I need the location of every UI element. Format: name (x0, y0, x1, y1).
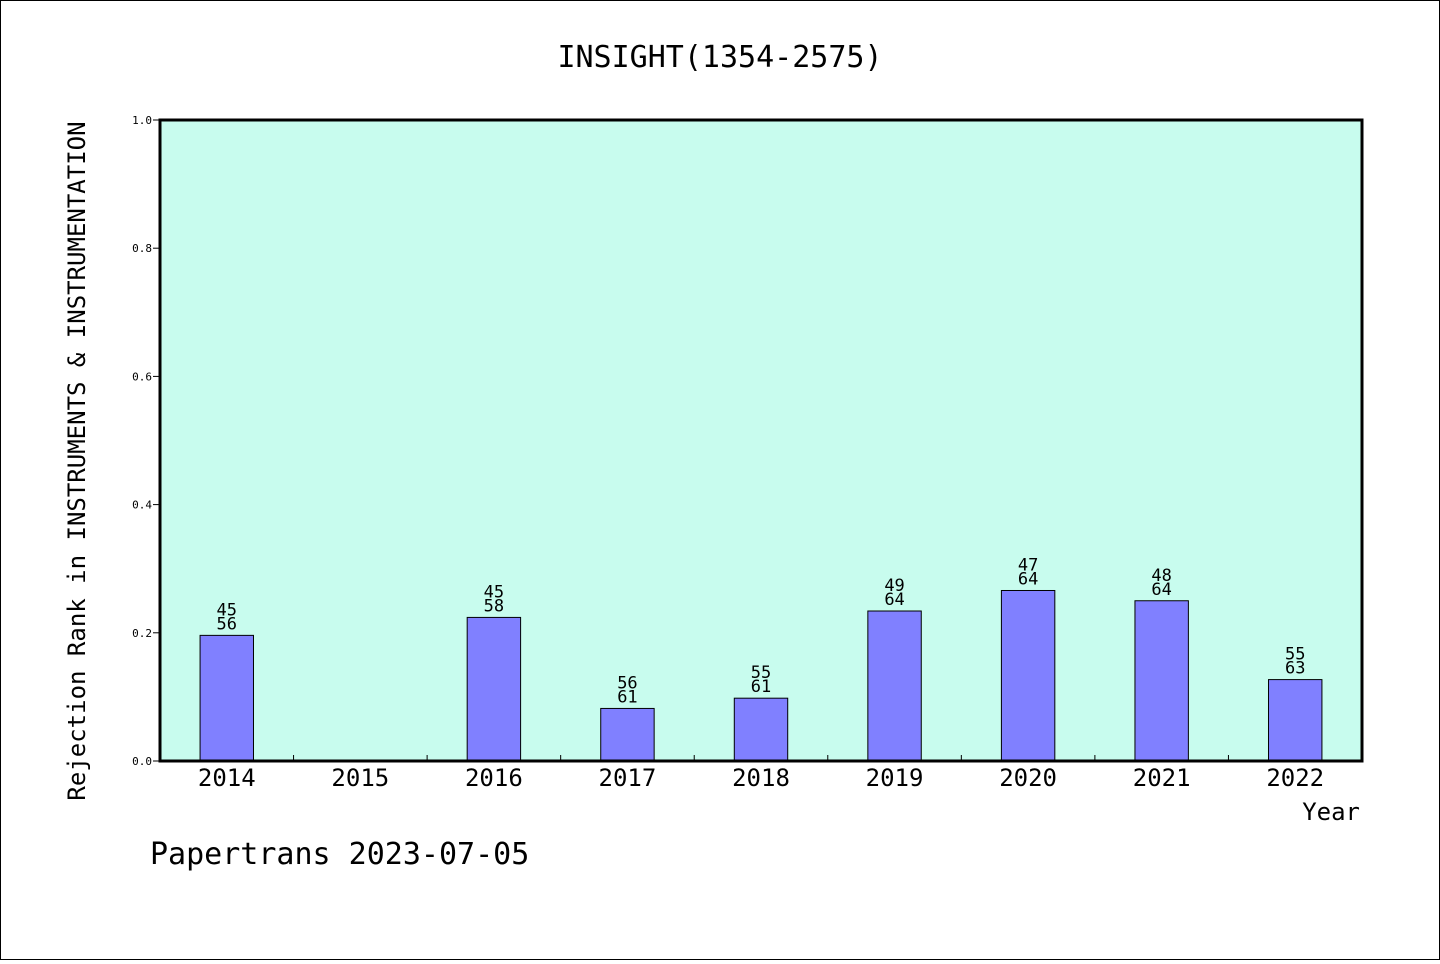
bar-label-rank: 45 (484, 582, 504, 602)
bar (867, 610, 922, 762)
bar-label-rank: 55 (751, 663, 771, 683)
x-tick-label: 2019 (866, 764, 924, 792)
bar (1134, 600, 1189, 762)
bar (600, 707, 655, 762)
chart-title: INSIGHT(1354-2575) (557, 40, 882, 75)
bar-label-total: 64 (884, 590, 904, 610)
bar-label-rank: 47 (1018, 555, 1038, 575)
y-axis-label: Rejection Rank in INSTRUMENTS & INSTRUME… (63, 121, 91, 800)
bar-series (199, 589, 1323, 762)
bar (466, 616, 522, 762)
bar-label-total: 63 (1285, 659, 1305, 679)
y-tick-label: 0.8 (132, 242, 152, 255)
bar-label-rank: 48 (1151, 566, 1171, 586)
bar-label-total: 64 (1018, 569, 1038, 589)
x-tick-label: 2014 (198, 764, 256, 792)
bar-label-rank: 55 (1285, 645, 1305, 665)
bar-label-total: 58 (484, 596, 504, 616)
x-tick-label: 2020 (999, 764, 1057, 792)
bar-label-total: 64 (1151, 580, 1171, 600)
bar (1000, 589, 1056, 762)
bar (199, 634, 254, 762)
y-axis: 0.0 0.2 0.4 0.6 0.8 1.0 (132, 114, 160, 768)
y-tick-label: 0.0 (132, 755, 152, 768)
bar-label-rank: 49 (884, 576, 904, 596)
footer-text: Papertrans 2023-07-05 (150, 837, 529, 872)
x-tick-label: 2017 (599, 764, 657, 792)
y-tick-label: 1.0 (132, 114, 152, 127)
x-tick-label: 2021 (1133, 764, 1191, 792)
y-tick-label: 0.6 (132, 370, 152, 383)
bar-label-total: 61 (617, 687, 637, 707)
x-axis-label: Year (1302, 798, 1360, 826)
x-tick-label: 2016 (465, 764, 523, 792)
x-tick-label: 2018 (732, 764, 790, 792)
bar-label-total: 56 (217, 614, 237, 634)
bar-label-rank: 45 (217, 600, 237, 620)
x-tick-label: 2015 (331, 764, 389, 792)
y-tick-label: 0.2 (132, 627, 152, 640)
bar-label-rank: 56 (617, 673, 637, 693)
plot-border (158, 118, 1364, 763)
y-tick-label: 0.4 (132, 499, 152, 512)
bar (1268, 679, 1323, 762)
x-tick-label: 2022 (1266, 764, 1324, 792)
bar (733, 697, 789, 762)
bar-label-total: 61 (751, 677, 771, 697)
x-axis: 2014 2015 2016 2017 2018 2019 2020 2021 2022 (198, 755, 1324, 792)
